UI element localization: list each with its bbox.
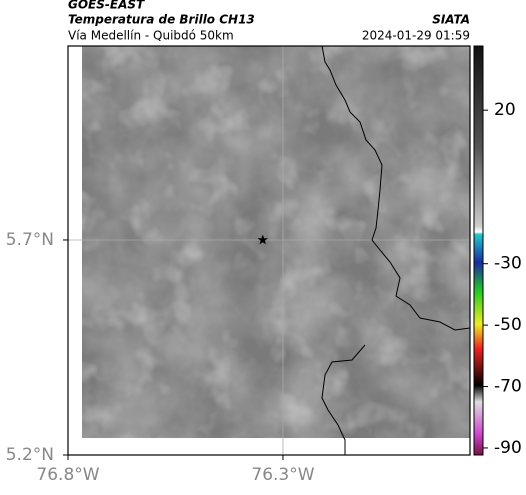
colorbar-tick-label: -90 [494,438,522,458]
agency: SIATA [432,13,470,27]
colorbar-tick-label: -70 [494,377,522,397]
colorbar [473,45,484,456]
source: GOES-EAST [68,0,145,12]
satellite-image [82,46,470,438]
x-tick-label: 76.8°W [36,465,99,485]
colorbar-tick-label: 20 [494,100,516,120]
timestamp: 2024-01-29 01:59 [362,29,470,43]
region: Vía Medellín - Quibdó 50km [68,29,234,43]
y-tick-label: 5.7°N [6,230,54,250]
x-tick-label: 76.3°W [251,465,314,485]
product: Temperatura de Brillo CH13 [68,13,255,27]
borders [321,45,471,455]
station-marker [257,234,268,245]
map-frame [67,45,471,456]
colorbar-tick-label: -30 [494,254,522,274]
y-tick-label: 5.2°N [6,445,54,465]
axes: 76.8°W 76.3°W 5.2°N 5.7°N [6,230,315,485]
colorbar-tick-label: -50 [494,315,522,335]
colorbar-ticks: 20 -30 -50 -70 -90 [483,100,522,458]
